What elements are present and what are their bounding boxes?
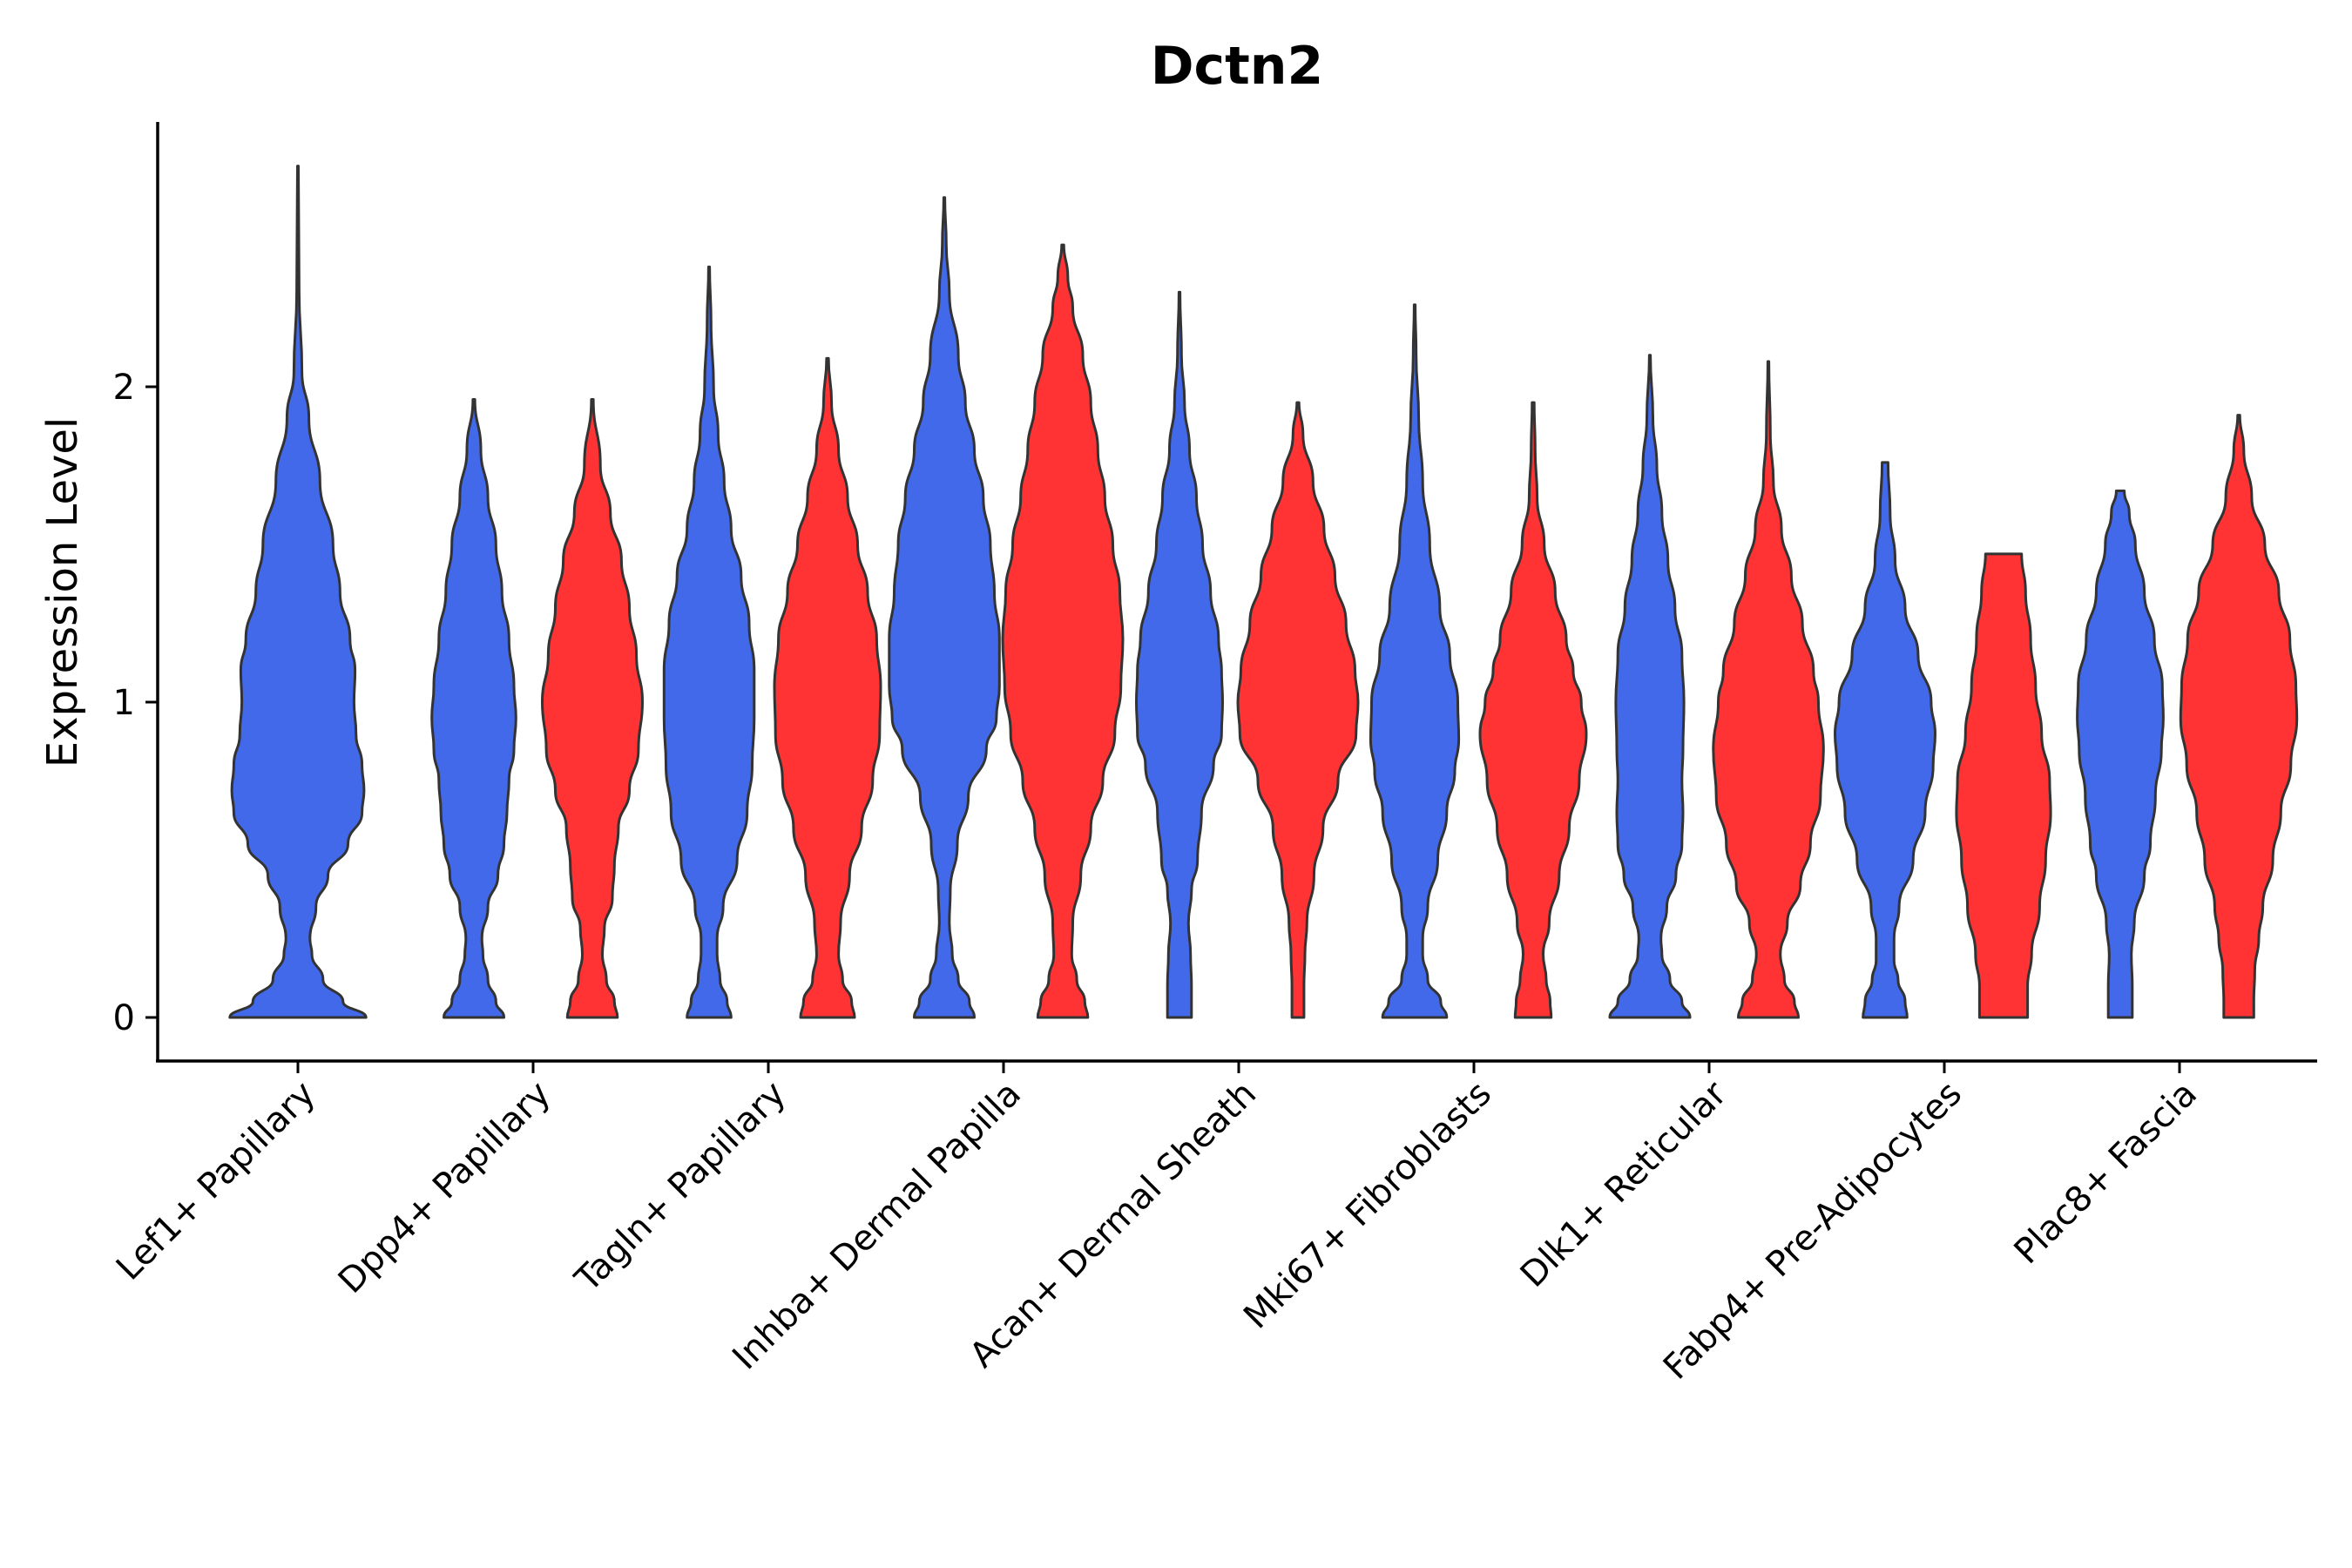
y-tick-label: 1 — [113, 683, 135, 723]
x-tick-label: Lef1+ Papillary — [109, 1074, 323, 1288]
x-tick-label: Dpp4+ Papillary — [331, 1074, 558, 1301]
violin-group_a-inhba-dermal-papilla — [888, 196, 1001, 1019]
violin-layer — [228, 165, 2299, 1019]
violin-group_b-fabp4-pre-adipocytes — [1955, 552, 2052, 1019]
x-tick-label: Dlk1+ Reticular — [1513, 1073, 1735, 1295]
y-ticks: 0 1 2 — [113, 368, 158, 1038]
x-tick-label: Plac8+ Fascia — [2007, 1074, 2206, 1273]
chart-title: Dctn2 — [1151, 36, 1324, 97]
x-tick-label: Mki67+ Fibroblasts — [1236, 1074, 1499, 1337]
violin-group_b-dlk1-reticular — [1712, 360, 1825, 1019]
violin-group_a-plac8-fascia — [2076, 490, 2165, 1019]
violin-group_b-mki67-fibroblasts — [1478, 401, 1588, 1019]
violin-group_b-dpp4-papillary — [541, 398, 644, 1019]
y-tick-label: 0 — [113, 998, 135, 1038]
violin-group_a-lef1-papillary — [228, 165, 368, 1019]
violin-group_a-dpp4-papillary — [430, 398, 517, 1019]
violin-group_a-dlk1-reticular — [1608, 354, 1692, 1019]
x-tick-label: Tagln+ Papillary — [567, 1074, 794, 1301]
x-ticks: Lef1+ Papillary Dpp4+ Papillary Tagln+ Pap… — [109, 1061, 2205, 1388]
violin-group_a-fabp4-pre-adipocytes — [1834, 461, 1936, 1019]
violin-group_b-acan-dermal-sheath — [1236, 401, 1360, 1019]
y-tick-label: 2 — [113, 368, 135, 408]
violin-group_a-acan-dermal-sheath — [1135, 290, 1224, 1019]
violin-group_a-mki67-fibroblasts — [1369, 303, 1461, 1019]
violin-group_b-plac8-fascia — [2179, 414, 2299, 1019]
violin-group_a-tagln-papillary — [662, 265, 756, 1019]
violin-group_b-inhba-dermal-papilla — [1001, 243, 1125, 1019]
y-axis-label: Expression Level — [38, 417, 87, 768]
violin-group_b-tagln-papillary — [773, 356, 882, 1019]
